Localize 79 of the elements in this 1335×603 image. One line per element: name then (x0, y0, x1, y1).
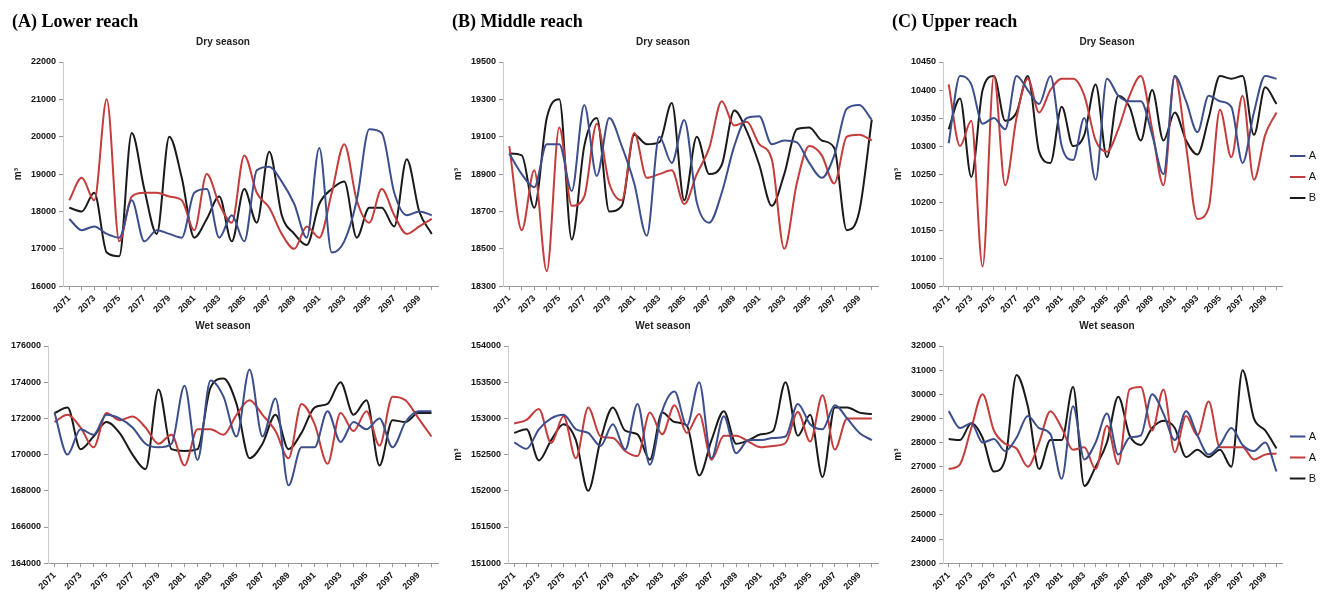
y-tick-label: 19100 (471, 131, 497, 142)
y-tick-label: 24000 (911, 533, 937, 544)
chart-subtitle: Dry season (636, 35, 690, 47)
y-tick-label: 18700 (471, 205, 497, 216)
y-tick-label: 18900 (471, 168, 497, 179)
y-tick-label: 170000 (10, 449, 42, 460)
y-tick-label: 19500 (471, 56, 497, 67)
line-series (53, 368, 433, 487)
line-series (508, 100, 873, 273)
line-series (513, 394, 873, 461)
y-tick-label: 26000 (911, 485, 937, 496)
y-tick-label: 10150 (911, 224, 937, 235)
line-series (947, 75, 1278, 268)
line-series (513, 381, 873, 492)
y-tick-label: 22000 (31, 56, 57, 67)
y-tick-label: 18500 (471, 243, 497, 254)
y-tick-label: 19300 (471, 93, 497, 104)
y-tick-label: 10050 (911, 280, 937, 291)
line-series (513, 381, 873, 466)
y-tick-label: 172000 (10, 412, 42, 423)
y-tick-label: 32000 (911, 340, 937, 351)
y-tick-label: 10400 (911, 84, 937, 95)
y-tick-label: 20000 (31, 131, 57, 142)
y-tick-label: 30000 (911, 388, 937, 399)
y-axis-title: m³ (451, 167, 463, 181)
y-axis-title: m³ (891, 447, 903, 461)
y-tick-label: 168000 (10, 485, 42, 496)
legend-label: B (1308, 191, 1317, 204)
legend-label: B (1308, 471, 1317, 484)
legend-label: A (1308, 149, 1317, 162)
y-tick-label: 27000 (911, 461, 937, 472)
y-tick-label: 17000 (31, 243, 57, 254)
y-tick-label: 10450 (911, 56, 937, 67)
y-tick-label: 151500 (470, 521, 502, 532)
line-series (947, 369, 1278, 487)
chart-subtitle: Dry season (196, 35, 250, 47)
line-series (53, 377, 433, 471)
y-tick-label: 25000 (911, 509, 937, 520)
line-series (53, 395, 433, 467)
y-tick-label: 21000 (31, 93, 57, 104)
y-tick-label: 174000 (10, 376, 42, 387)
y-tick-label: 16000 (31, 280, 57, 291)
y-tick-label: 176000 (10, 340, 42, 351)
y-axis-title: m³ (451, 447, 463, 461)
y-tick-label: 18300 (471, 280, 497, 291)
y-tick-label: 166000 (10, 521, 42, 532)
line-series (947, 386, 1278, 471)
line-series (947, 393, 1278, 480)
y-axis-title: m³ (11, 167, 23, 181)
y-tick-label: 152000 (470, 485, 502, 496)
chart-subtitle: Dry Season (1079, 35, 1135, 47)
chart-subtitle: Wet season (635, 319, 691, 331)
chart-subtitle: Wet season (195, 319, 251, 331)
y-tick-label: 154000 (470, 340, 502, 351)
y-tick-label: 10100 (911, 252, 937, 263)
chart-subtitle: Wet season (1079, 319, 1135, 331)
legend-label: A (1308, 170, 1317, 183)
y-axis-title: m³ (891, 167, 903, 181)
y-tick-label: 152500 (470, 449, 502, 460)
chart-title: (B) Middle reach (451, 10, 584, 33)
legend-label: A (1308, 450, 1317, 463)
y-tick-label: 10300 (911, 140, 937, 151)
y-tick-label: 151000 (470, 557, 502, 568)
y-tick-label: 153500 (470, 376, 502, 387)
legend-label: A (1308, 429, 1317, 442)
y-tick-label: 23000 (911, 557, 937, 568)
line-series (68, 98, 433, 250)
y-tick-label: 31000 (911, 364, 937, 375)
chart-title: (C) Upper reach (891, 10, 1019, 33)
y-tick-label: 18000 (31, 205, 57, 216)
y-tick-label: 19000 (31, 168, 57, 179)
y-tick-label: 29000 (911, 412, 937, 423)
y-tick-label: 10250 (911, 168, 937, 179)
y-tick-label: 10350 (911, 112, 937, 123)
y-tick-label: 28000 (911, 437, 937, 448)
y-tick-label: 153000 (470, 412, 502, 423)
y-tick-label: 10200 (911, 196, 937, 207)
y-tick-label: 164000 (10, 557, 42, 568)
chart-title: (A) Lower reach (11, 10, 140, 33)
